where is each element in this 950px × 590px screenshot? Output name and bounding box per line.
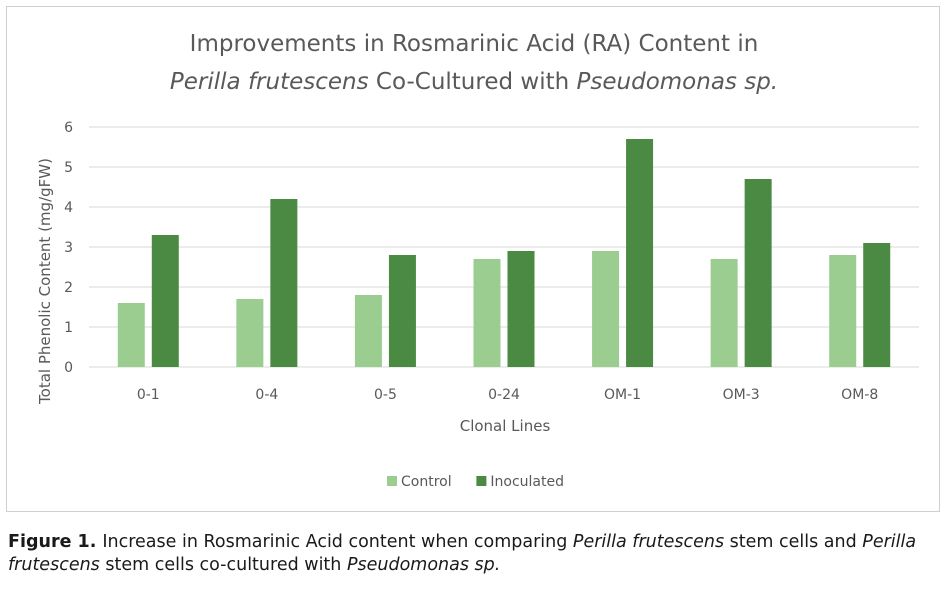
caption-segment-5: Pseudomonas sp. xyxy=(346,555,501,575)
title-segment-0: Perilla frutescens xyxy=(170,69,369,95)
bar-control-0-1 xyxy=(117,303,145,367)
y-tick-label: 6 xyxy=(64,120,73,136)
y-tick-label: 4 xyxy=(64,200,73,216)
x-tick-label: OM-8 xyxy=(841,387,878,403)
x-tick-label: 0-1 xyxy=(137,387,160,403)
legend: Control Inoculated xyxy=(387,474,564,490)
x-tick-label: 0-4 xyxy=(255,387,278,403)
bar-inoculated-OM-8 xyxy=(863,243,891,367)
caption-segment-1: Perilla frutescens xyxy=(572,532,725,552)
y-tick-label: 2 xyxy=(64,280,73,296)
bar-inoculated-OM-3 xyxy=(744,179,772,367)
caption-label: Figure 1. xyxy=(8,532,97,552)
bar-control-OM-8 xyxy=(829,255,857,367)
legend-swatch-control xyxy=(387,476,397,486)
chart-title-line-1: Improvements in Rosmarinic Acid (RA) Con… xyxy=(190,31,759,57)
y-tick-labels: 0 1 2 3 4 5 6 xyxy=(64,120,73,376)
bar-control-OM-1 xyxy=(592,251,620,367)
bar-inoculated-0-5 xyxy=(388,255,416,367)
caption-segment-0: Increase in Rosmarinic Acid content when… xyxy=(102,532,573,552)
bar-control-OM-3 xyxy=(710,259,738,367)
y-tick-label: 5 xyxy=(64,160,73,176)
title-segment-2: Pseudomonas sp. xyxy=(577,69,779,95)
x-tick-label: 0-24 xyxy=(488,387,520,403)
bar-inoculated-0-1 xyxy=(151,235,179,367)
caption-text: Increase in Rosmarinic Acid content when… xyxy=(8,532,916,575)
bar-control-0-4 xyxy=(236,299,264,367)
y-axis-title: Total Phenolic Content (mg/gFW) xyxy=(36,158,54,405)
x-tick-label: OM-1 xyxy=(604,387,641,403)
chart-title-line-2: Perilla frutescens Co-Cultured with Pseu… xyxy=(170,69,778,95)
gridlines xyxy=(89,126,919,368)
x-tick-label: 0-5 xyxy=(374,387,397,403)
figure-caption: Figure 1. Increase in Rosmarinic Acid con… xyxy=(8,531,944,577)
x-tick-labels: 0-1 0-4 0-5 0-24 OM-1 OM-3 OM-8 xyxy=(137,387,878,403)
bar-chart: Improvements in Rosmarinic Acid (RA) Con… xyxy=(36,31,919,490)
bar-inoculated-0-24 xyxy=(507,251,535,367)
y-tick-label: 1 xyxy=(64,320,73,336)
legend-label-inoculated: Inoculated xyxy=(490,474,564,490)
x-tick-label: OM-3 xyxy=(723,387,760,403)
y-tick-label: 3 xyxy=(64,240,73,256)
title-segment-1: Co-Cultured with xyxy=(369,69,577,95)
bar-inoculated-0-4 xyxy=(270,199,298,367)
y-tick-label: 0 xyxy=(64,360,73,376)
bar-control-0-5 xyxy=(354,295,382,367)
legend-swatch-inoculated xyxy=(476,476,487,486)
caption-segment-2: stem cells and xyxy=(724,532,863,552)
bars xyxy=(117,139,891,367)
bar-control-0-24 xyxy=(473,259,501,367)
legend-label-control: Control xyxy=(401,474,452,490)
x-axis-title: Clonal Lines xyxy=(460,417,551,435)
caption-segment-4: stem cells co-cultured with xyxy=(99,555,347,575)
bar-inoculated-OM-1 xyxy=(626,139,654,367)
chart-frame: Improvements in Rosmarinic Acid (RA) Con… xyxy=(6,6,940,512)
caption-segment-3: Perilla frutescens xyxy=(8,532,917,575)
